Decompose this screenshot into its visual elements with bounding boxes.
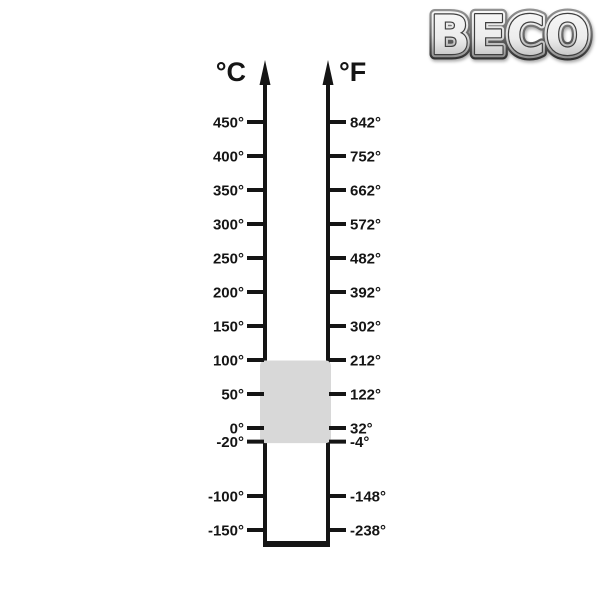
- celsius-ticks-group: [247, 120, 264, 532]
- celsius-tick-label: 50°: [221, 387, 244, 404]
- celsius-up-arrow-icon: [259, 60, 271, 85]
- beco-logo-silver-band: BECO: [430, 4, 590, 66]
- fahrenheit-up-arrow-icon: [322, 60, 334, 85]
- celsius-tick-label: 0°: [230, 421, 244, 438]
- celsius-tick-label: 200°: [213, 285, 244, 302]
- celsius-tick-label: 450°: [213, 115, 244, 132]
- celsius-header-label: °C: [216, 57, 246, 87]
- celsius-labels-group: 450° 400° 350° 300° 250° 200° 150° 100° 50° 0°-20…: [208, 115, 244, 540]
- fahrenheit-header-label: °F: [339, 57, 366, 87]
- fahrenheit-labels-group: 842°752°662°572°482°392°302°212°122°32°-…: [350, 115, 386, 540]
- celsius-tick-label: -20°: [216, 434, 244, 451]
- fahrenheit-tick-label: 392°: [350, 285, 381, 302]
- fahrenheit-tick-label: -4°: [350, 434, 369, 451]
- beco-logo-face: BECO: [430, 4, 590, 66]
- fahrenheit-tick-label: 572°: [350, 217, 381, 234]
- fahrenheit-tick-label: 842°: [350, 115, 381, 132]
- beco-logo-outer-outline: BECO: [430, 4, 590, 66]
- fahrenheit-tick-label: 212°: [350, 353, 381, 370]
- fahrenheit-tick-label: 662°: [350, 183, 381, 200]
- fahrenheit-tick-label: -148°: [350, 489, 386, 506]
- celsius-tick-label: -150°: [208, 523, 244, 540]
- celsius-tick-label: 300°: [213, 217, 244, 234]
- fahrenheit-tick-label: 482°: [350, 251, 381, 268]
- fahrenheit-ticks-group: [329, 120, 346, 532]
- celsius-tick-label: 350°: [213, 183, 244, 200]
- highlight-range-rect: [260, 360, 331, 444]
- celsius-tick-label: 150°: [213, 319, 244, 336]
- fahrenheit-tick-label: 752°: [350, 149, 381, 166]
- fahrenheit-tick-label: 32°: [350, 421, 373, 438]
- fahrenheit-tick-label: 122°: [350, 387, 381, 404]
- beco-logo: BECO BECO BECO: [421, 0, 599, 73]
- celsius-tick-label: 100°: [213, 353, 244, 370]
- celsius-tick-label: 250°: [213, 251, 244, 268]
- celsius-tick-label: 400°: [213, 149, 244, 166]
- celsius-tick-label: -100°: [208, 489, 244, 506]
- fahrenheit-tick-label: 302°: [350, 319, 381, 336]
- fahrenheit-tick-label: -238°: [350, 523, 386, 540]
